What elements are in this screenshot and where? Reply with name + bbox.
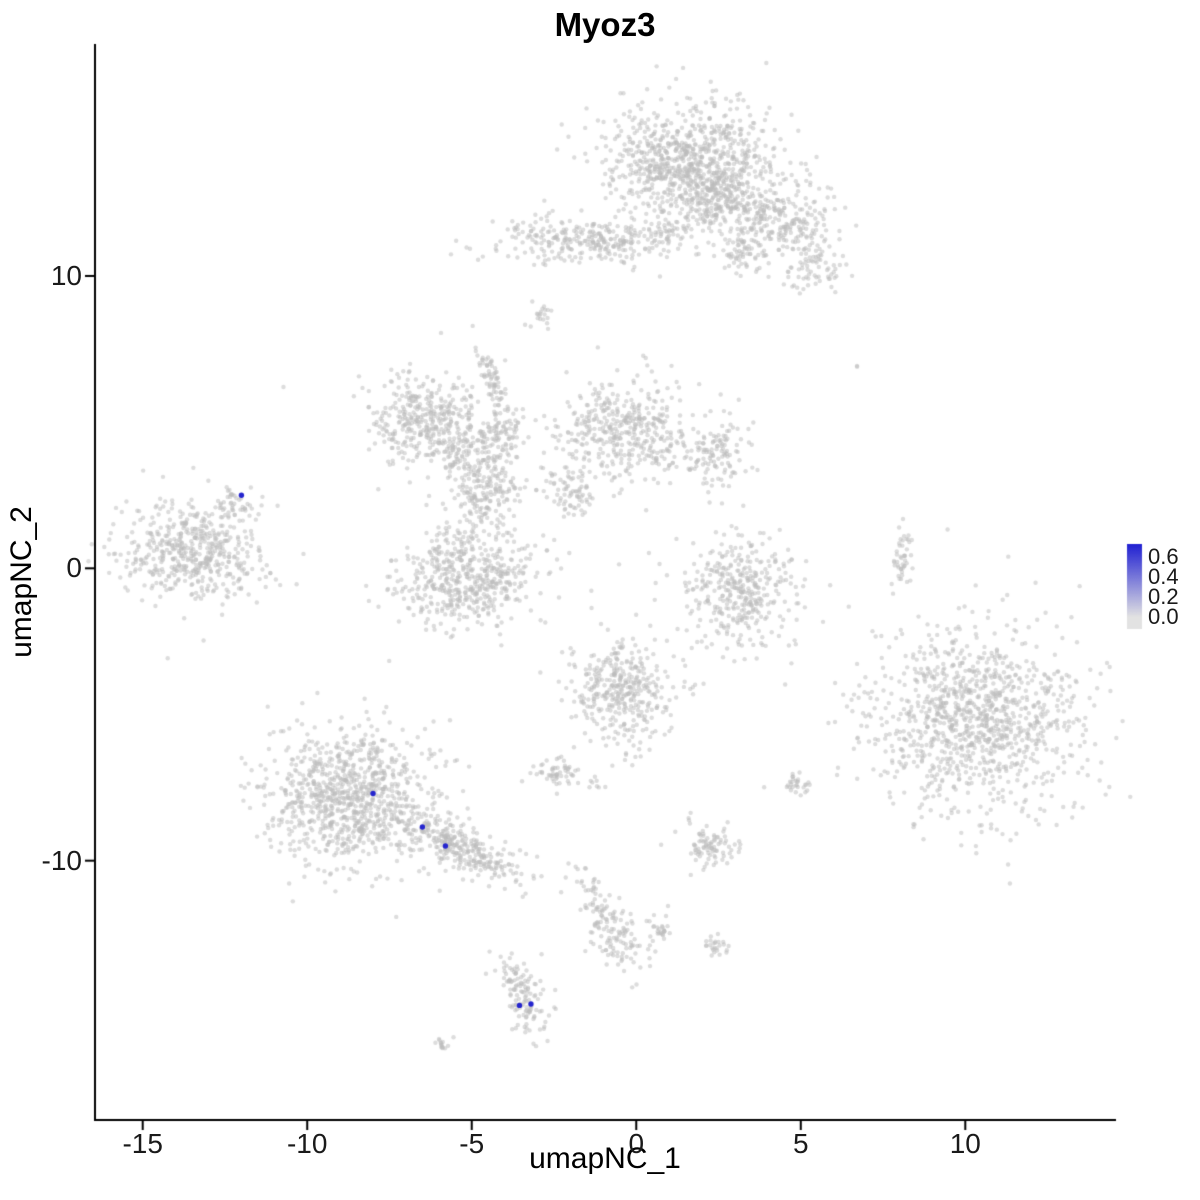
x-axis-tick-label: 5: [792, 1128, 809, 1159]
x-axis-tick-label: 10: [949, 1128, 981, 1159]
legend-tick-label: 0.0: [1148, 604, 1179, 629]
legend-tick-label: 0.2: [1148, 584, 1179, 609]
x-axis-tick-label: -15: [122, 1128, 163, 1159]
y-axis-tick-label: 0: [66, 552, 82, 584]
plot-title: Myoz3: [554, 6, 656, 43]
y-axis-tick-label: 10: [50, 259, 82, 291]
legend-tick-label: 0.4: [1148, 564, 1179, 589]
x-axis-tick-label: -10: [286, 1128, 328, 1159]
legend-tick-label: 0.6: [1148, 544, 1179, 569]
x-axis-tick-label: -5: [459, 1128, 485, 1159]
x-axis-label: umapNC_1: [529, 1142, 681, 1175]
y-axis-tick-label: -10: [41, 844, 82, 876]
x-axis-tick-label: 0: [628, 1128, 645, 1159]
